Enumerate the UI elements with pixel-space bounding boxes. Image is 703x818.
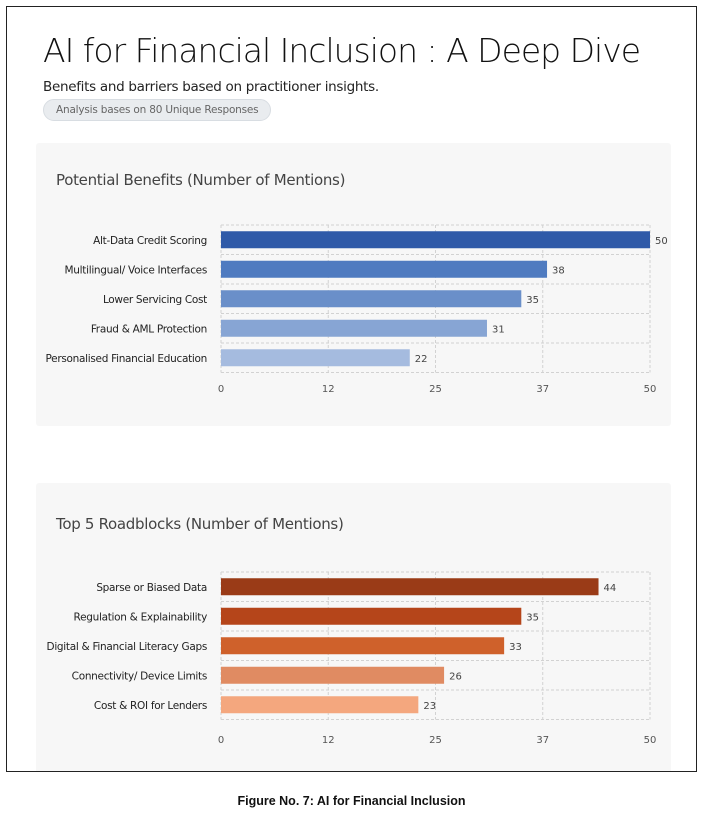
- data-label: 26: [449, 671, 462, 682]
- data-label: 35: [526, 295, 539, 306]
- bar: [221, 666, 445, 684]
- data-label: 33: [509, 642, 522, 653]
- bar: [221, 260, 548, 278]
- data-label: 38: [552, 265, 565, 276]
- bar: [221, 578, 599, 596]
- data-label: 31: [492, 324, 505, 335]
- x-tick-label: 50: [644, 384, 657, 395]
- category-label: Personalised Financial Education: [46, 353, 207, 365]
- bar: [221, 349, 410, 367]
- x-tick-label: 0: [218, 384, 224, 395]
- data-label: 35: [526, 612, 539, 623]
- x-tick-label: 25: [429, 384, 442, 395]
- category-label: Regulation & Explainability: [74, 611, 208, 623]
- x-tick-label: 12: [322, 735, 335, 746]
- category-label: Cost & ROI for Lenders: [94, 700, 207, 712]
- benefits-chart-title: Potential Benefits (Number of Mentions): [56, 171, 346, 189]
- category-label: Lower Servicing Cost: [103, 294, 207, 306]
- x-tick-label: 25: [429, 735, 442, 746]
- x-tick-label: 12: [322, 384, 335, 395]
- bar: [221, 319, 487, 337]
- category-label: Connectivity/ Device Limits: [72, 670, 207, 682]
- figure-frame: AI for Financial Inclusion : A Deep Dive…: [6, 6, 697, 772]
- data-label: 50: [655, 236, 668, 247]
- data-label: 44: [604, 583, 617, 594]
- category-label: Digital & Financial Literacy Gaps: [47, 641, 207, 653]
- x-tick-label: 50: [644, 735, 657, 746]
- benefits-card: Potential Benefits (Number of Mentions) …: [36, 143, 671, 426]
- bar: [221, 637, 505, 655]
- page-subtitle: Benefits and barriers based on practitio…: [43, 79, 379, 95]
- bar: [221, 231, 650, 249]
- x-tick-label: 0: [218, 735, 224, 746]
- roadblocks-card: Top 5 Roadblocks (Number of Mentions) 0 1…: [36, 483, 671, 771]
- x-tick-label: 37: [536, 735, 549, 746]
- bar: [221, 290, 522, 308]
- bar: [221, 607, 522, 625]
- figure-caption: Figure No. 7: AI for Financial Inclusion: [237, 794, 466, 808]
- page-title: AI for Financial Inclusion : A Deep Dive: [43, 31, 641, 70]
- category-label: Sparse or Biased Data: [96, 582, 207, 594]
- data-label: 22: [415, 354, 428, 365]
- category-label: Alt-Data Credit Scoring: [93, 235, 207, 247]
- category-label: Fraud & AML Protection: [91, 323, 207, 335]
- bar: [221, 696, 419, 714]
- x-tick-label: 37: [536, 384, 549, 395]
- roadblocks-chart: 0 12 25 37 50 Sparse or Biased Data 44 Regulati…: [47, 571, 657, 746]
- responses-badge: Analysis bases on 80 Unique Responses: [43, 99, 272, 121]
- roadblocks-chart-title: Top 5 Roadblocks (Number of Mentions): [56, 515, 344, 533]
- benefits-chart: 0 12 25 37 50 Alt-Data Credit Scoring 50 Multil…: [46, 224, 668, 395]
- category-label: Multilingual/ Voice Interfaces: [65, 264, 207, 276]
- data-label: 23: [423, 701, 436, 712]
